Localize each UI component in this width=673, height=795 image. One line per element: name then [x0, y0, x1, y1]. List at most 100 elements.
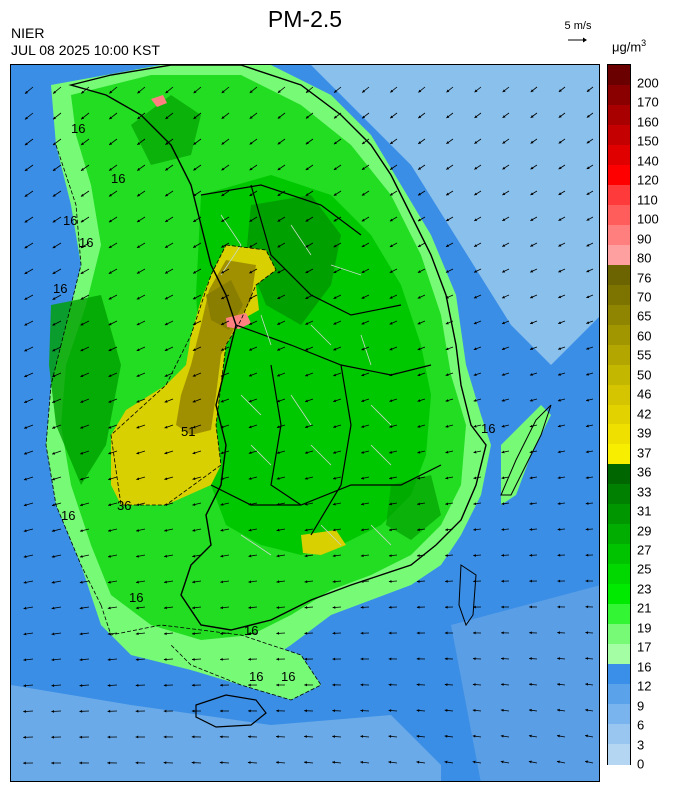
- wind-vector-head: [248, 373, 252, 377]
- colorbar-cell: [608, 204, 630, 226]
- wind-vector-head: [79, 684, 83, 687]
- wind-vector-head: [417, 321, 421, 325]
- wind-vector-head: [276, 528, 280, 532]
- wind-vector-head: [24, 245, 28, 249]
- wind-vector-head: [164, 451, 168, 455]
- wind-vector-head: [23, 555, 27, 558]
- map-title: PM-2.5: [267, 6, 343, 32]
- wind-reference-arrow-icon: [568, 37, 587, 43]
- wind-vector-head: [446, 89, 450, 93]
- dark-green-region: [131, 95, 201, 165]
- wind-vector-head: [53, 116, 56, 120]
- wind-vector-head: [220, 451, 224, 455]
- wind-vector-head: [473, 450, 477, 454]
- colorbar-tick-label: 60: [637, 328, 652, 344]
- wind-vector-head: [333, 373, 337, 377]
- wind-vector-head: [80, 219, 84, 223]
- colorbar-tick-label: 80: [637, 250, 652, 266]
- wind-vector-head: [500, 734, 504, 738]
- colorbar-tick-label: 50: [637, 367, 652, 383]
- wind-vector-head: [80, 503, 83, 507]
- colorbar-tick-label: 33: [637, 484, 652, 500]
- wind-vector-head: [360, 502, 364, 506]
- wind-vector-head: [81, 116, 85, 120]
- wind-vector-head: [502, 244, 506, 247]
- wind-vector-head: [557, 605, 561, 609]
- colorbar-tick-label: 0: [637, 756, 645, 772]
- wind-vector-head: [530, 321, 534, 325]
- wind-vector-head: [444, 760, 448, 764]
- wind-vector-head: [416, 657, 420, 661]
- colorbar-tick-label: 46: [637, 386, 652, 402]
- wind-vector-head: [79, 580, 83, 584]
- light-sea-region: [311, 65, 599, 365]
- colorbar-cell: [608, 184, 630, 206]
- agency-label: NIER: [11, 25, 45, 41]
- wind-vector-head: [107, 632, 111, 636]
- contour-label: 16: [244, 623, 258, 638]
- colorbar-cell: [608, 104, 630, 126]
- wind-vector-head: [502, 218, 506, 221]
- wind-vector-head: [108, 271, 112, 274]
- wind-vector-head: [474, 115, 478, 118]
- wind-vector-head: [333, 193, 337, 196]
- wind-vector-head: [388, 760, 392, 764]
- wind-vector-head: [446, 166, 450, 170]
- wind-vector-head: [304, 451, 308, 454]
- wind-vector-head: [221, 219, 225, 222]
- wind-vector-head: [361, 450, 365, 454]
- wind-vector-head: [220, 683, 223, 687]
- wind-vector-head: [586, 347, 590, 350]
- wind-vector-head: [23, 684, 27, 688]
- wind-vector-head: [163, 709, 167, 713]
- wind-vector-head: [585, 476, 589, 480]
- wind-vector-head: [586, 398, 589, 402]
- wind-vector-head: [165, 167, 169, 171]
- wind-vector-head: [418, 89, 422, 93]
- colorbar-tick-label: 17: [637, 639, 652, 655]
- wind-vector-head: [23, 710, 26, 713]
- contour-label: 16: [481, 421, 495, 436]
- wind-vector-head: [191, 683, 195, 687]
- wind-vector-head: [444, 657, 448, 661]
- wind-vector-head: [220, 399, 224, 403]
- wind-vector-head: [529, 347, 533, 350]
- wind-vector-head: [164, 374, 168, 377]
- wind-vector-head: [389, 476, 393, 480]
- wind-vector-head: [390, 89, 394, 93]
- wind-vector-head: [501, 450, 505, 454]
- wind-vector-head: [501, 657, 504, 661]
- wind-vector-head: [135, 683, 139, 687]
- wind-vector-head: [136, 503, 140, 507]
- colorbar-cell: [608, 124, 630, 146]
- wind-vector-head: [418, 192, 422, 196]
- contour-label: 16: [53, 281, 67, 296]
- wind-vector-head: [333, 321, 337, 325]
- wind-vector-head: [248, 683, 251, 687]
- wind-vector-head: [136, 322, 140, 326]
- wind-vector-head: [79, 709, 83, 713]
- wind-vector-head: [135, 658, 139, 661]
- wind-vector-head: [191, 761, 195, 765]
- wind-vector-head: [219, 709, 223, 713]
- wind-vector-head: [52, 426, 56, 429]
- wind-vector-head: [277, 193, 281, 196]
- wind-vector-head: [416, 605, 420, 609]
- wind-vector-head: [80, 374, 84, 378]
- wind-vector-head: [24, 142, 28, 146]
- wind-vector-head: [23, 658, 27, 662]
- wind-vector-head: [558, 321, 562, 325]
- wind-vector-head: [193, 270, 197, 274]
- wind-vector-head: [500, 708, 504, 712]
- wind-vector-head: [23, 477, 27, 481]
- wind-vector-head: [333, 425, 337, 428]
- wind-vector-head: [418, 141, 422, 144]
- wind-vector-head: [137, 219, 141, 223]
- wind-vector-head: [220, 502, 224, 506]
- wind-vector-head: [586, 140, 590, 144]
- wind-vector-head: [361, 321, 365, 325]
- wind-vector-head: [586, 372, 590, 376]
- wind-vector-head: [472, 734, 476, 738]
- colorbar-tick-label: 42: [637, 406, 652, 422]
- wind-vector-head: [248, 451, 252, 455]
